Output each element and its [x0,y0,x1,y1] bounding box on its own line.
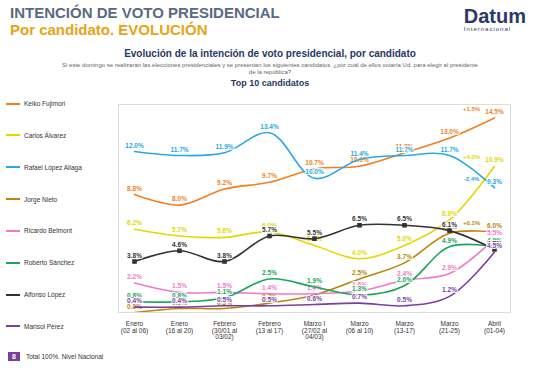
svg-text:2.5%: 2.5% [352,269,367,276]
html-text:Por candidato. EVOLUCIÓN: Por candidato. EVOLUCIÓN [10,21,208,38]
svg-text:Marzo I(27/02 al04/03): Marzo I(27/02 al04/03) [302,320,328,341]
svg-text:9.2%: 9.2% [217,179,232,186]
svg-text:2.5%: 2.5% [262,269,277,276]
svg-text:0.4%: 0.4% [172,297,187,304]
html-text:Internacional: Internacional [463,26,512,32]
svg-text:Enero(16 al 20): Enero(16 al 20) [166,320,193,335]
html-text:Ricardo Belmont: Ricardo Belmont [24,227,73,235]
html-text:Top 10 candidatos: Top 10 candidatos [230,78,310,88]
svg-text:Febrero(13 al 17): Febrero(13 al 17) [256,320,283,335]
svg-text:10.7%: 10.7% [305,159,324,166]
svg-text:4.0%: 4.0% [352,249,367,256]
svg-text:2.4%: 2.4% [397,270,412,278]
svg-text:1.5%: 1.5% [217,282,232,290]
svg-text:5.5%: 5.5% [487,229,502,236]
svg-text:1.5%: 1.5% [172,282,187,289]
svg-text:12.0%: 12.0% [125,142,144,149]
svg-text:3.8%: 3.8% [217,252,232,259]
svg-text:1.3%: 1.3% [352,285,367,292]
svg-text:0.5%: 0.5% [217,296,232,303]
html-text:Jorge Nieto: Jorge Nieto [24,195,58,203]
svg-text:+1.5%: +1.5% [463,106,481,112]
svg-text:6.9%: 6.9% [442,210,457,217]
svg-text:Marzo(13-17): Marzo(13-17) [394,320,415,335]
svg-text:4.6%: 4.6% [172,241,187,248]
svg-text:13.0%: 13.0% [440,128,459,135]
svg-text:9.3%: 9.3% [487,178,502,185]
svg-text:3.8%: 3.8% [127,252,142,259]
svg-text:13.4%: 13.4% [260,123,279,130]
svg-text:2.0%: 2.0% [397,276,412,283]
html-text:Si este domingo se realizaran: Si este domingo se realizaran las elecci… [62,62,478,75]
svg-text:5.5%: 5.5% [307,229,322,236]
svg-text:5.7%: 5.7% [172,226,187,233]
svg-text:10.9%: 10.9% [485,156,504,163]
svg-text:8.0%: 8.0% [172,195,187,202]
svg-text:+4.0%: +4.0% [463,154,481,160]
html-text:Alfonso López: Alfonso López [24,291,66,299]
svg-text:1.4%: 1.4% [307,283,322,291]
html-text:Evolución de la intención de v: Evolución de la intención de voto presid… [124,48,416,59]
svg-text:0.5%: 0.5% [262,296,277,303]
svg-text:14.5%: 14.5% [485,108,504,115]
svg-text:2.2%: 2.2% [127,273,142,280]
svg-text:1.9%: 1.9% [307,277,322,284]
svg-text:1.4%: 1.4% [262,284,277,291]
svg-text:0.5%: 0.5% [397,296,412,303]
svg-text:Febrero(30/01 al03/02): Febrero(30/01 al03/02) [212,320,238,341]
svg-text:Abril(01-04): Abril(01-04) [484,320,505,335]
html-text:INTENCIÓN DE VOTO PRESIDENCIAL: INTENCIÓN DE VOTO PRESIDENCIAL [10,4,280,21]
svg-text:0.4%: 0.4% [127,297,142,304]
svg-text:11.7%: 11.7% [440,146,458,153]
svg-text:5.6%: 5.6% [217,227,232,234]
svg-text:0.6%: 0.6% [307,295,322,302]
html-text:8: 8 [12,353,16,360]
svg-text:5.7%: 5.7% [262,226,277,233]
html-text:Marisol Pérez: Marisol Pérez [24,322,64,330]
svg-text:9.7%: 9.7% [262,172,277,179]
svg-text:Enero(02 al 06): Enero(02 al 06) [121,320,148,335]
svg-text:2.9%: 2.9% [442,264,457,271]
svg-text:10.9%: 10.9% [350,156,369,164]
svg-text:5.0%: 5.0% [397,235,412,242]
html-text:Datum: Datum [463,5,526,27]
svg-text:6.5%: 6.5% [397,215,412,222]
svg-text:11.7%: 11.7% [395,146,413,153]
svg-text:8.8%: 8.8% [127,184,142,191]
html-text:Carlos Álvarez: Carlos Álvarez [24,131,67,139]
svg-text:6.2%: 6.2% [127,219,142,226]
svg-text:4.9%: 4.9% [442,237,457,244]
svg-text:Marzo(06 al 10): Marzo(06 al 10) [346,320,373,335]
svg-text:5.0%: 5.0% [307,235,322,243]
svg-text:6.0%: 6.0% [487,222,502,230]
svg-text:4.5%: 4.5% [487,242,502,249]
html-text:Total 100%. Nivel Nacional: Total 100%. Nivel Nacional [25,353,104,360]
svg-text:3.7%: 3.7% [397,253,412,260]
svg-text:1.1%: 1.1% [217,288,232,295]
svg-text:11.9%: 11.9% [215,143,233,150]
svg-text:0.8%: 0.8% [172,291,187,299]
svg-text:0.8%: 0.8% [127,291,142,299]
svg-text:11.4%: 11.4% [350,150,368,157]
html-text:Rafael López Aliaga: Rafael López Aliaga [24,163,82,171]
html-text:Keiko Fujimori: Keiko Fujimori [24,100,66,107]
svg-text:-2.4%: -2.4% [464,176,480,182]
svg-text:6.5%: 6.5% [352,215,367,222]
svg-text:11.7%: 11.7% [170,146,188,153]
svg-text:10.0%: 10.0% [305,168,324,175]
svg-text:+0.1%: +0.1% [463,220,481,226]
svg-text:1.2%: 1.2% [442,286,457,293]
svg-text:0.0%: 0.0% [127,302,142,310]
svg-text:6.1%: 6.1% [442,221,457,228]
svg-text:0.7%: 0.7% [352,293,367,300]
html-text:Roberto Sánchez: Roberto Sánchez [24,259,75,267]
svg-text:Marzo(21-25): Marzo(21-25) [439,320,460,335]
